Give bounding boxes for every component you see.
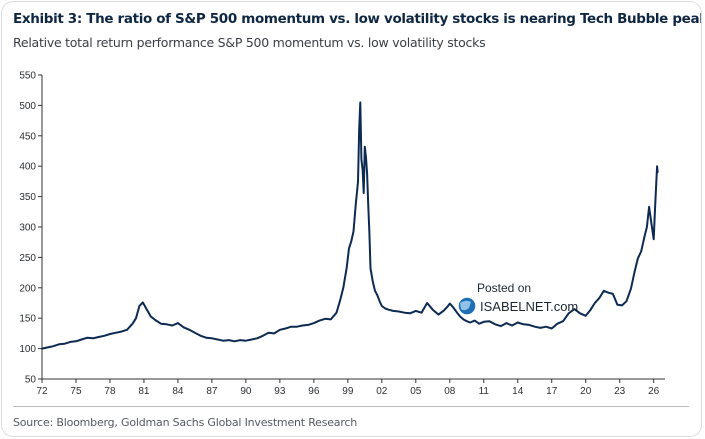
- chart-subtitle: Relative total return performance S&P 50…: [13, 35, 486, 50]
- x-tick-label: 02: [376, 386, 388, 397]
- x-tick-label: 11: [479, 386, 490, 397]
- x-tick-label: 23: [614, 386, 626, 397]
- watermark-line2: ISABELNET.com: [480, 299, 578, 314]
- y-tick-label: 200: [19, 283, 36, 294]
- y-tick-label: 50: [25, 375, 37, 386]
- x-tick-label: 14: [512, 386, 524, 397]
- x-tick-label: 81: [138, 386, 150, 397]
- y-tick-label: 500: [19, 101, 36, 112]
- globe-land-icon: [460, 300, 471, 311]
- x-tick-label: 87: [206, 386, 218, 397]
- source-note: Source: Bloomberg, Goldman Sachs Global …: [13, 416, 358, 429]
- watermark: Posted on ISABELNET.com: [457, 281, 578, 316]
- y-axis: 50 100 150 200 250 300 350 400 450 500 550: [19, 71, 43, 386]
- y-tick-label: 300: [19, 223, 36, 234]
- y-tick-label: 400: [19, 162, 36, 173]
- x-tick-label: 20: [580, 386, 592, 397]
- x-tick-label: 93: [274, 386, 286, 397]
- x-tick-label: 05: [410, 386, 422, 397]
- series-line: [41, 101, 659, 350]
- x-axis: 72 75 78 81 84 87 90 93 96 99 02 05 08 11 14 17 20 23 26: [36, 378, 665, 397]
- x-tick-label: 99: [342, 386, 354, 397]
- y-tick-label: 350: [19, 192, 36, 203]
- x-tick-label: 96: [308, 386, 320, 397]
- y-tick-label: 150: [19, 314, 36, 325]
- x-tick-label: 90: [240, 386, 252, 397]
- y-tick-label: 550: [19, 71, 36, 82]
- y-tick-label: 450: [19, 131, 36, 142]
- x-tick-label: 26: [648, 386, 660, 397]
- x-tick-label: 78: [104, 386, 116, 397]
- x-tick-label: 08: [444, 386, 456, 397]
- x-tick-label: 17: [546, 386, 558, 397]
- chart-title: Exhibit 3: The ratio of S&P 500 momentum…: [13, 11, 702, 27]
- x-tick-label: 75: [70, 386, 82, 397]
- footer-divider: [13, 406, 689, 407]
- x-tick-label: 84: [172, 386, 184, 397]
- watermark-line1: Posted on: [477, 281, 531, 295]
- y-tick-label: 250: [19, 253, 36, 264]
- y-tick-label: 100: [19, 344, 36, 355]
- series-group: [41, 101, 659, 350]
- x-tick-label: 72: [36, 386, 48, 397]
